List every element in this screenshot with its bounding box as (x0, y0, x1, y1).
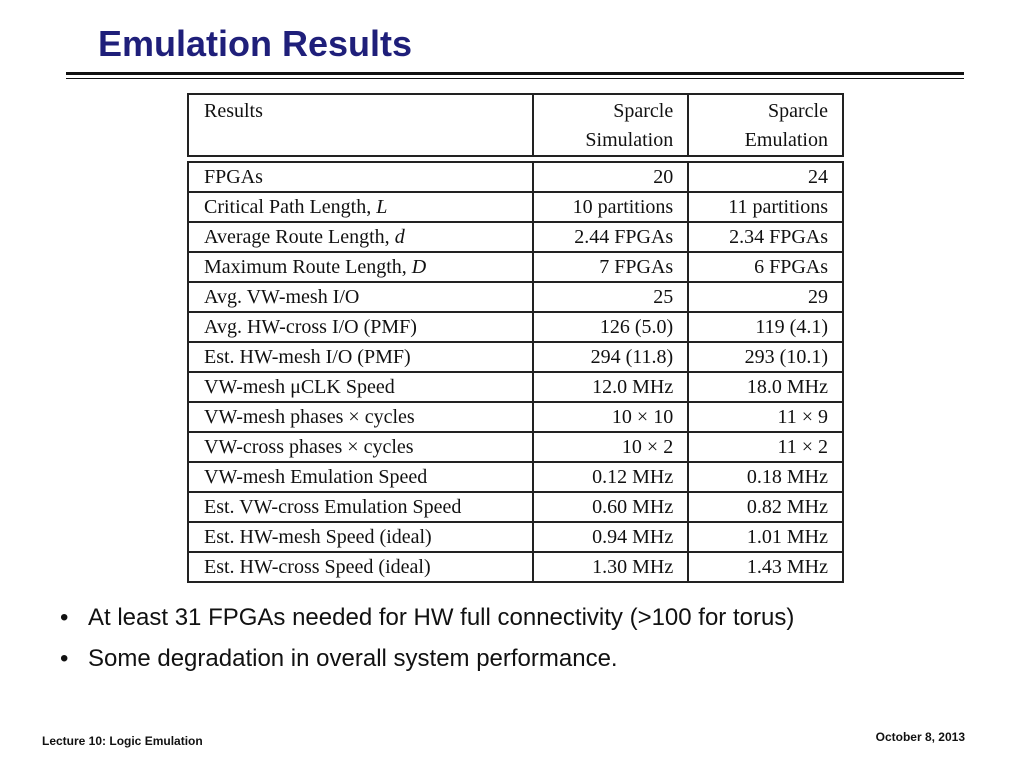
row-simulation-value: 0.94 MHz (532, 521, 688, 551)
table-row: Critical Path Length, L 10 partitions 11 p… (187, 191, 844, 221)
table-row: Est. HW-mesh Speed (ideal) 0.94 MHz 1.01 M… (187, 521, 844, 551)
row-emulation-value: 2.34 FPGAs (687, 221, 844, 251)
row-emulation-value: 119 (4.1) (687, 311, 844, 341)
row-emulation-value: 18.0 MHz (687, 371, 844, 401)
row-simulation-value: 294 (11.8) (532, 341, 688, 371)
row-simulation-value: 126 (5.0) (532, 311, 688, 341)
row-label: Est. HW-mesh I/O (PMF) (187, 341, 533, 371)
row-variable: D (411, 256, 427, 278)
row-label: Average Route Length, d (187, 221, 533, 251)
row-simulation-value: 10 × 2 (532, 431, 688, 461)
row-label: VW-mesh Emulation Speed (187, 461, 533, 491)
table-row: Avg. VW-mesh I/O 25 29 (187, 281, 844, 311)
row-simulation-value: 0.12 MHz (532, 461, 688, 491)
table-row: Est. HW-cross Speed (ideal) 1.30 MHz 1.43 … (187, 551, 844, 583)
row-simulation-value: 10 × 10 (532, 401, 688, 431)
row-emulation-value: 11 × 2 (687, 431, 844, 461)
table-row: Est. HW-mesh I/O (PMF) 294 (11.8) 293 (10.… (187, 341, 844, 371)
table-row: FPGAs 20 24 (187, 161, 844, 191)
table-row: VW-cross phases × cycles 10 × 2 11 × 2 (187, 431, 844, 461)
table-header-row: Results Sparcle Simulation Sparcle Emulati… (187, 93, 844, 157)
table-row: VW-mesh phases × cycles 10 × 10 11 × 9 (187, 401, 844, 431)
table-row: Average Route Length, d 2.44 FPGAs 2.34 FP… (187, 221, 844, 251)
bullet-list: • At least 31 FPGAs needed for HW full c… (58, 604, 794, 686)
bullet-item: • At least 31 FPGAs needed for HW full c… (58, 604, 794, 632)
row-emulation-value: 24 (687, 161, 844, 191)
header-results: Results (187, 93, 533, 157)
footer-date: October 8, 2013 (875, 730, 965, 744)
row-emulation-value: 293 (10.1) (687, 341, 844, 371)
row-simulation-value: 12.0 MHz (532, 371, 688, 401)
row-label: Avg. VW-mesh I/O (187, 281, 533, 311)
row-label: Est. HW-mesh Speed (ideal) (187, 521, 533, 551)
row-simulation-value: 7 FPGAs (532, 251, 688, 281)
row-emulation-value: 29 (687, 281, 844, 311)
row-emulation-value: 11 × 9 (687, 401, 844, 431)
row-emulation-value: 1.01 MHz (687, 521, 844, 551)
results-table: Results Sparcle Simulation Sparcle Emulati… (187, 93, 844, 583)
footer-lecture-title: Lecture 10: Logic Emulation (42, 734, 203, 748)
header-sparcle-simulation: Sparcle Simulation (532, 93, 688, 157)
row-emulation-value: 6 FPGAs (687, 251, 844, 281)
row-simulation-value: 1.30 MHz (532, 551, 688, 583)
row-label: VW-mesh μCLK Speed (187, 371, 533, 401)
row-simulation-value: 2.44 FPGAs (532, 221, 688, 251)
title-divider-thin (66, 78, 964, 79)
table-row: VW-mesh μCLK Speed 12.0 MHz 18.0 MHz (187, 371, 844, 401)
row-label: Maximum Route Length, D (187, 251, 533, 281)
row-emulation-value: 11 partitions (687, 191, 844, 221)
header-sparcle-emulation: Sparcle Emulation (687, 93, 844, 157)
row-simulation-value: 20 (532, 161, 688, 191)
bullet-marker: • (60, 645, 69, 672)
row-emulation-value: 1.43 MHz (687, 551, 844, 583)
bullet-text: At least 31 FPGAs needed for HW full con… (88, 604, 795, 631)
row-simulation-value: 0.60 MHz (532, 491, 688, 521)
row-label: Critical Path Length, L (187, 191, 533, 221)
row-emulation-value: 0.18 MHz (687, 461, 844, 491)
row-label: VW-mesh phases × cycles (187, 401, 533, 431)
table-body: FPGAs 20 24 Critical Path Length, L 10 parti… (187, 157, 844, 583)
slide-title: Emulation Results (98, 23, 413, 64)
row-label: VW-cross phases × cycles (187, 431, 533, 461)
row-emulation-value: 0.82 MHz (687, 491, 844, 521)
row-label: Est. VW-cross Emulation Speed (187, 491, 533, 521)
title-divider (66, 72, 964, 75)
table-row: VW-mesh Emulation Speed 0.12 MHz 0.18 MHz (187, 461, 844, 491)
row-label: FPGAs (187, 161, 533, 191)
row-label: Avg. HW-cross I/O (PMF) (187, 311, 533, 341)
row-variable: L (376, 196, 388, 218)
table-row: Est. VW-cross Emulation Speed 0.60 MHz 0.8… (187, 491, 844, 521)
bullet-item: • Some degradation in overall system per… (58, 645, 794, 673)
row-label: Est. HW-cross Speed (ideal) (187, 551, 533, 583)
table-row: Avg. HW-cross I/O (PMF) 126 (5.0) 119 (4.1… (187, 311, 844, 341)
row-simulation-value: 25 (532, 281, 688, 311)
row-variable: d (394, 226, 405, 248)
bullet-text: Some degradation in overall system perfo… (88, 645, 618, 672)
row-simulation-value: 10 partitions (532, 191, 688, 221)
bullet-marker: • (60, 604, 69, 631)
